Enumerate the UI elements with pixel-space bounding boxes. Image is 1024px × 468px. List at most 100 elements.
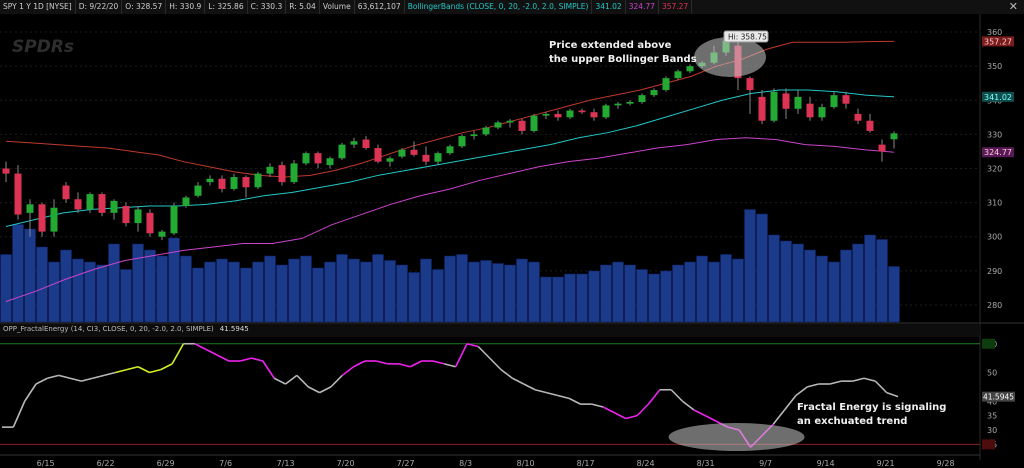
fractal-energy-segment	[24, 383, 37, 402]
volume-bar	[552, 276, 564, 323]
fractal-energy-segment	[194, 343, 207, 351]
fractal-energy-segment	[115, 368, 127, 374]
price-tick-label: 320	[987, 165, 1002, 174]
fractal-energy-segment	[239, 357, 252, 362]
fractal-energy-segment	[444, 363, 456, 368]
volume-bar	[504, 264, 516, 323]
volume-bar	[372, 254, 384, 323]
lower-annotation: Fractal Energy is signaling an exchuated…	[797, 401, 946, 429]
volume-bar	[36, 246, 48, 323]
volume-bar	[768, 234, 780, 323]
fractal-energy-segment	[874, 380, 888, 394]
volume-value: 63,612,107	[355, 0, 405, 14]
fractal-energy-segment	[886, 391, 899, 398]
volume-bar	[732, 258, 744, 323]
candle-body	[518, 120, 526, 131]
volume-bar	[744, 209, 756, 323]
volume-bar	[204, 261, 216, 323]
price-tick-label: 360	[987, 28, 1002, 37]
fractal-energy-segment	[512, 377, 525, 385]
candle-body	[14, 173, 22, 215]
candle-body	[290, 163, 298, 183]
candle-body	[458, 136, 466, 147]
candle-body	[602, 105, 610, 118]
fractal-energy-segment	[35, 377, 48, 385]
volume-bar	[696, 255, 708, 323]
fractal-energy-segment	[217, 354, 230, 362]
volume-bar	[24, 228, 36, 323]
fractal-energy-segment	[454, 343, 468, 368]
fractal-energy-segment	[591, 403, 604, 408]
volume-bar	[420, 258, 432, 323]
candle-body	[590, 112, 598, 118]
volume-bar	[888, 266, 900, 323]
volume-bar	[312, 267, 324, 323]
collapse-icon[interactable]: ✕	[1008, 0, 1018, 13]
fractal-energy-segment	[58, 374, 71, 380]
candle-body	[158, 231, 166, 237]
candle-body	[254, 173, 262, 188]
open-label: O: 328.57	[122, 0, 167, 14]
candle-body	[626, 101, 634, 104]
fractal-energy-segment	[398, 363, 411, 368]
candle-body	[182, 197, 190, 207]
fractal-energy-segment	[341, 366, 355, 377]
fractal-energy-segment	[534, 388, 547, 394]
candle-body	[410, 149, 418, 155]
volume-bar	[864, 234, 876, 323]
volume-bar	[84, 261, 96, 323]
hi-label: Hi: 358.75	[728, 33, 767, 42]
volume-bar	[348, 258, 360, 323]
candle-body	[470, 134, 478, 137]
volume-bar	[264, 255, 276, 323]
fractal-energy-segment	[307, 386, 320, 394]
candle-body	[686, 66, 694, 72]
candle-body	[314, 153, 322, 164]
fractal-energy-segment	[829, 380, 842, 385]
date-tick-label: 6/22	[97, 459, 115, 468]
fractal-energy-segment	[670, 389, 684, 402]
fractal-energy-segment	[149, 368, 161, 374]
price-tick-label: 300	[987, 233, 1002, 242]
candle-body	[758, 96, 766, 121]
low-label: L: 325.86	[205, 0, 248, 14]
candle-body	[2, 168, 10, 174]
fe-level-box	[982, 439, 995, 450]
bollinger-label[interactable]: BollingerBands (CLOSE, 0, 20, -2.0, 2.0,…	[405, 0, 593, 14]
volume-bar	[12, 224, 24, 323]
fractal-energy-segment	[330, 374, 343, 388]
volume-bar	[564, 273, 576, 323]
fractal-energy-segment	[126, 365, 139, 371]
price-label-box	[982, 147, 1014, 158]
volume-bar	[180, 255, 192, 323]
volume-bar	[588, 270, 600, 323]
volume-label: Volume	[320, 0, 355, 14]
fractal-energy-value: 41.5945	[219, 325, 249, 333]
fractal-energy-segment	[568, 397, 581, 405]
candle-body	[638, 95, 646, 102]
candle-body	[578, 110, 586, 113]
volume-bar	[708, 261, 720, 323]
candle-body	[278, 165, 286, 183]
lower-annotation-line2: an exchuated trend	[797, 416, 908, 427]
volume-bar	[492, 263, 504, 323]
volume-bar	[720, 254, 732, 323]
fractal-energy-segment	[489, 357, 502, 371]
price-tick-label: 310	[987, 199, 1002, 208]
fractal-energy-segment	[376, 360, 388, 365]
volume-bar	[276, 264, 288, 323]
symbol-label[interactable]: SPY 1 Y 1D [NYSE]	[0, 0, 76, 14]
volume-bar	[96, 264, 108, 323]
candle-body	[434, 153, 442, 162]
volume-bar	[384, 260, 396, 323]
fractal-energy-label[interactable]: OPP_FractalEnergy (14, CI3, CLOSE, 0, 20…	[3, 325, 214, 333]
volume-bar	[876, 239, 888, 323]
volume-bar	[480, 260, 492, 323]
candle-body	[818, 107, 826, 118]
upper-annotation-line2: the upper Bollinger Bands	[549, 54, 697, 65]
fractal-energy-segment	[409, 360, 423, 368]
fractal-energy-segment	[285, 374, 298, 385]
candle-body	[794, 96, 802, 109]
volume-bar	[396, 264, 408, 323]
range-label: R: 5.04	[286, 0, 320, 14]
